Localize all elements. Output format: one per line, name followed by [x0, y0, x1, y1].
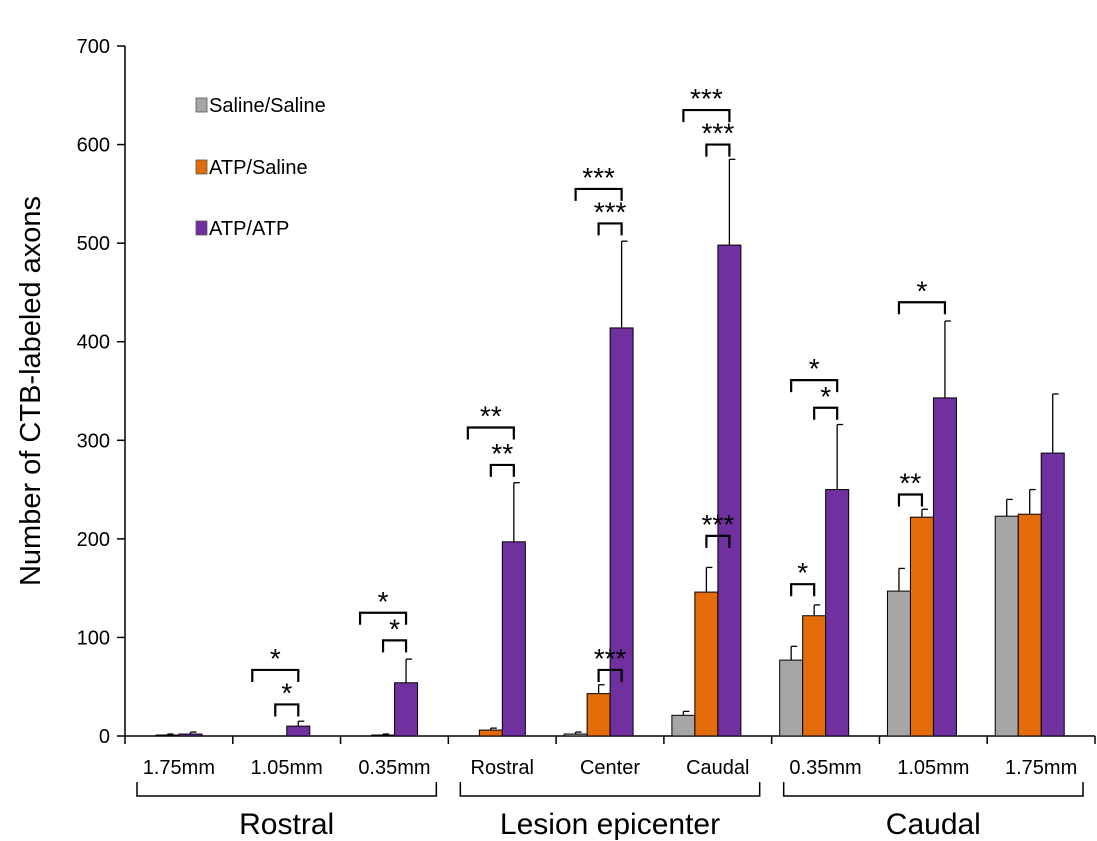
significance-bracket	[358, 611, 408, 625]
x-tick-label: Caudal	[686, 757, 749, 779]
significance-label: **	[900, 468, 922, 499]
bar-atp-atp	[501, 541, 526, 737]
significance-label: ***	[702, 509, 735, 540]
y-tick-label: 600	[77, 135, 110, 157]
bar-atp-atp	[286, 725, 311, 737]
bar-saline-saline	[563, 733, 588, 737]
bar-atp-saline	[155, 734, 180, 737]
legend-entry: ATP/Saline	[209, 157, 308, 179]
y-tick-label: 0	[99, 726, 110, 748]
y-axis-title: Number of CTB-labeled axons	[15, 196, 47, 586]
significance-bracket	[705, 143, 731, 157]
y-tick-label: 700	[77, 36, 110, 58]
significance-label: ***	[582, 162, 615, 193]
significance-bracket	[466, 426, 515, 440]
significance-bracket	[597, 668, 623, 682]
bar-saline-saline	[994, 515, 1019, 737]
y-tick-label: 400	[77, 332, 110, 354]
bar-atp-atp	[825, 489, 850, 737]
significance-label: *	[281, 677, 292, 708]
significance-bracket	[813, 406, 839, 420]
significance-label: **	[480, 400, 502, 431]
x-tick-label: 1.05mm	[897, 757, 969, 779]
significance-bracket	[574, 187, 623, 201]
significance-label: ***	[594, 196, 627, 227]
legend-swatch	[195, 97, 208, 113]
y-tick-label: 300	[77, 430, 110, 452]
x-tick-label: 1.75mm	[1005, 757, 1077, 779]
bar-atp-saline	[694, 591, 719, 737]
bar-atp-atp	[1040, 452, 1065, 737]
significance-bracket	[381, 639, 408, 653]
bar-atp-saline	[586, 693, 611, 737]
group-bracket	[782, 782, 1084, 797]
legend: Saline/Saline ATP/Saline ATP/ATP	[195, 95, 326, 240]
bar-saline-saline	[886, 590, 911, 737]
bar-atp-atp	[717, 244, 742, 737]
significance-label: ***	[702, 118, 735, 149]
x-tick-label: 0.35mm	[789, 757, 861, 779]
y-tick-label: 500	[77, 233, 110, 255]
significance-label: **	[491, 438, 513, 469]
x-tick-label: 1.05mm	[251, 757, 323, 779]
significance-label: *	[809, 353, 820, 384]
group-label: Lesion epicenter	[500, 808, 720, 841]
bar-atp-atp	[178, 733, 203, 737]
bar-saline-saline	[779, 659, 804, 737]
labels: 1.75mm 1.05mm 0.35mm Rostral Center Caudal 0.3…	[15, 196, 1084, 841]
bar-atp-saline	[1017, 513, 1042, 737]
x-tick-label: 0.35mm	[358, 757, 430, 779]
significance-label: *	[378, 586, 389, 617]
significance-label: *	[389, 613, 400, 644]
legend-swatch	[195, 220, 208, 236]
significance-bracket	[897, 493, 924, 507]
bar-atp-saline	[909, 516, 934, 737]
group-bracket	[136, 782, 438, 797]
group-label: Rostral	[239, 808, 334, 841]
significance-label: *	[820, 381, 831, 412]
significance-bracket	[489, 463, 515, 477]
x-tick-label: 1.75mm	[143, 757, 215, 779]
significance-label: ***	[690, 83, 723, 114]
significance-bracket	[274, 703, 300, 717]
group-bracket	[459, 782, 761, 797]
x-tick-label: Rostral	[471, 757, 534, 779]
legend-entry: Saline/Saline	[209, 95, 326, 117]
x-tick-label: Center	[580, 757, 640, 779]
bar-atp-atp	[932, 397, 957, 737]
legend-swatch	[195, 159, 208, 175]
significance-label: ***	[594, 643, 627, 674]
bar-atp-saline	[802, 615, 827, 737]
significance-bracket	[897, 301, 947, 315]
y-tick-label: 100	[77, 627, 110, 649]
significance-label: *	[916, 275, 927, 306]
significance-bracket	[251, 668, 300, 682]
bar-saline-saline	[671, 714, 696, 737]
significance-bracket	[705, 534, 731, 548]
y-tick-label: 200	[77, 529, 110, 551]
significance-label: *	[797, 557, 808, 588]
significance-bracket	[682, 108, 731, 123]
bar-atp-saline	[371, 734, 396, 737]
significance-bracket	[790, 379, 839, 393]
significance-bracket	[597, 222, 623, 236]
bar-atp-saline	[478, 729, 503, 737]
significance-markers: ********************************	[251, 83, 947, 717]
bars	[155, 158, 1065, 737]
bar-atp-atp	[394, 682, 419, 737]
legend-entry: ATP/ATP	[209, 218, 289, 240]
group-label: Caudal	[886, 808, 981, 841]
significance-bracket	[790, 583, 816, 597]
significance-label: *	[270, 643, 281, 674]
